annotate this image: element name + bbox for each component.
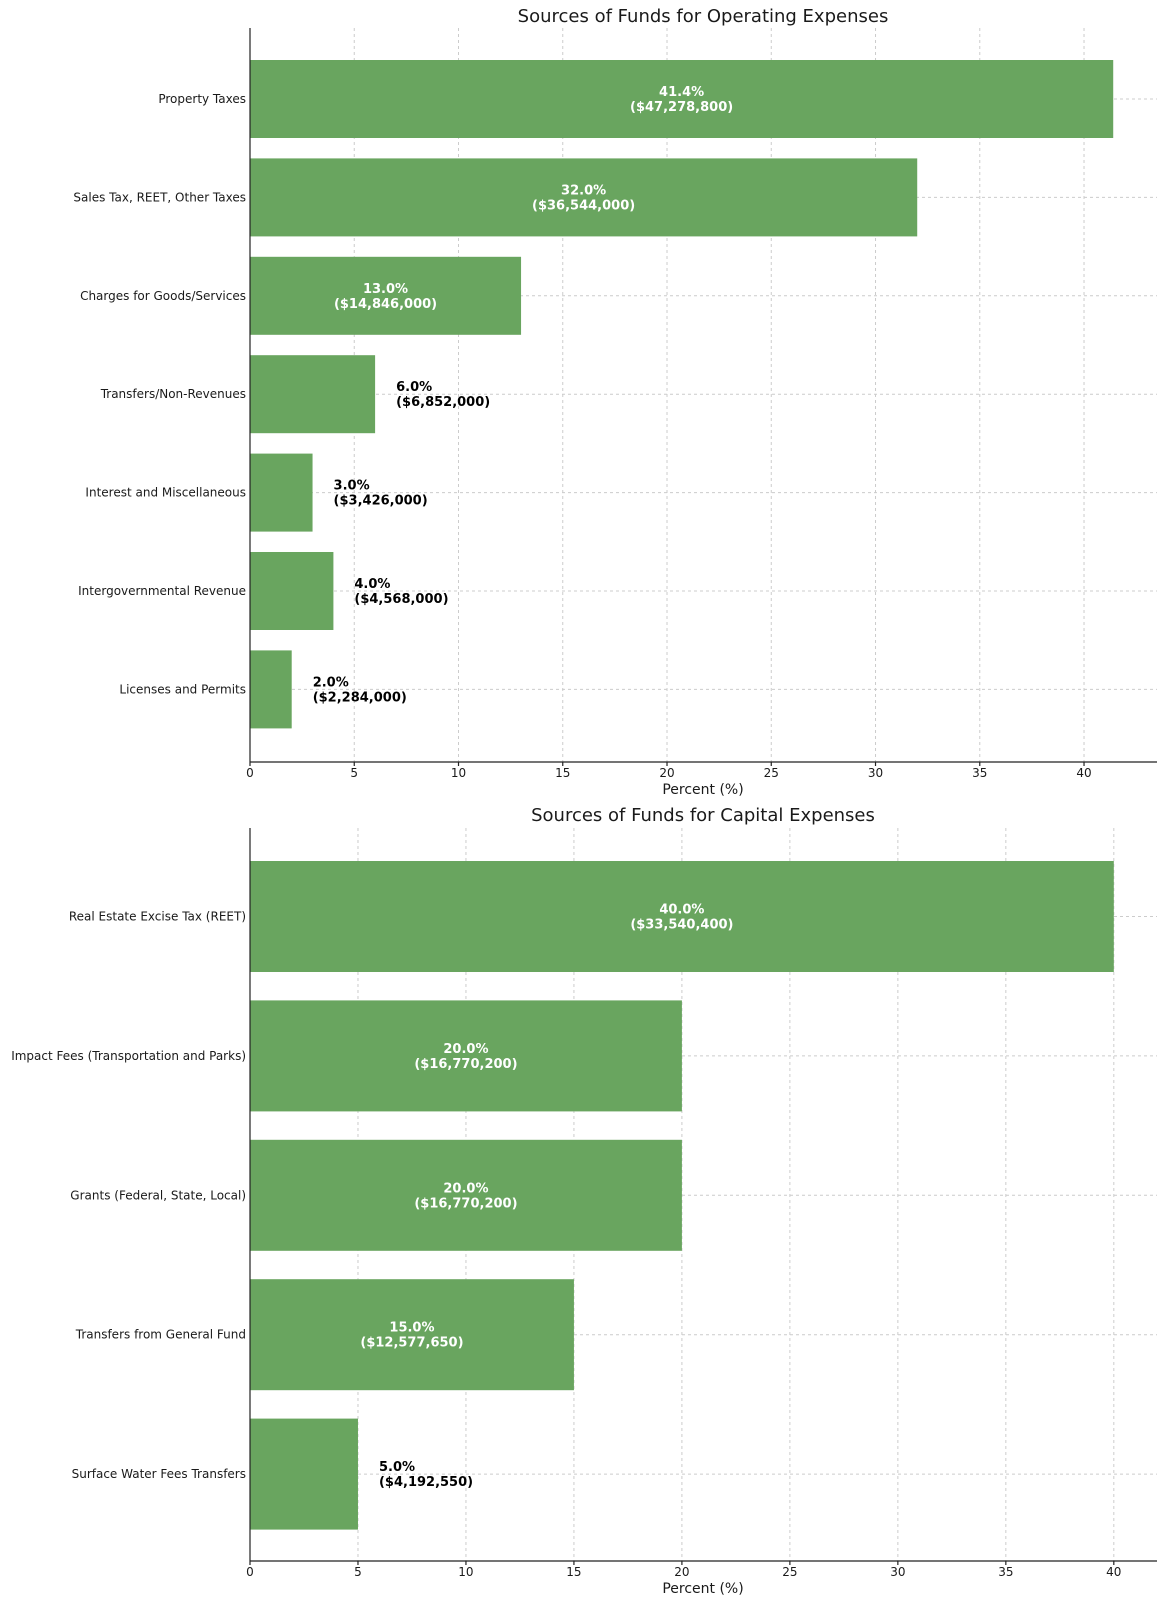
category-label: Surface Water Fees Transfers — [72, 1467, 246, 1481]
data-label-percent: 13.0% — [363, 282, 408, 297]
x-tick-label: 30 — [890, 1565, 905, 1579]
data-label-percent: 20.0% — [443, 1042, 488, 1057]
data-label-amount: ($47,278,800) — [630, 100, 733, 115]
category-label: Impact Fees (Transportation and Parks) — [11, 1049, 246, 1063]
x-axis-label: Percent (%) — [662, 782, 743, 798]
bar — [250, 1279, 574, 1391]
x-tick-label: 25 — [782, 1565, 797, 1579]
data-label-amount: ($2,284,000) — [313, 690, 407, 705]
data-label-percent: 41.4% — [659, 85, 704, 100]
data-label-amount: ($36,544,000) — [532, 198, 635, 213]
category-label: Interest and Miscellaneous — [85, 486, 246, 500]
chart-title: Sources of Funds for Operating Expenses — [518, 6, 889, 27]
capital-expenses-chart: Sources of Funds for Capital Expenses Pe… — [11, 805, 1157, 1597]
bar — [250, 60, 1114, 138]
data-label-percent: 4.0% — [354, 577, 390, 592]
category-label: Transfers from General Fund — [75, 1328, 246, 1342]
data-label-percent: 32.0% — [561, 183, 606, 198]
bar — [250, 256, 522, 335]
category-label: Property Taxes — [158, 92, 246, 106]
bar — [250, 552, 334, 630]
data-label-amount: ($33,540,400) — [630, 918, 733, 933]
x-tick-label: 20 — [659, 766, 674, 780]
data-label-percent: 6.0% — [396, 380, 432, 395]
operating-expenses-chart: Sources of Funds for Operating Expenses … — [73, 6, 1157, 798]
data-label-percent: 2.0% — [313, 675, 349, 690]
data-label-percent: 5.0% — [379, 1460, 415, 1475]
data-label-percent: 20.0% — [443, 1181, 488, 1196]
data-label-amount: ($6,852,000) — [396, 395, 490, 410]
category-label: Real Estate Excise Tax (REET) — [69, 910, 246, 924]
x-tick-label: 5 — [350, 766, 358, 780]
bar — [250, 650, 292, 729]
category-label: Transfers/Non-Revenues — [100, 387, 246, 401]
data-label-amount: ($4,192,550) — [379, 1475, 473, 1490]
bar — [250, 861, 1114, 972]
data-label-amount: ($3,426,000) — [334, 494, 428, 509]
data-label-percent: 40.0% — [659, 903, 704, 918]
bar — [250, 453, 313, 532]
x-tick-label: 10 — [451, 766, 466, 780]
bar — [250, 1418, 358, 1530]
bar — [250, 1139, 682, 1251]
x-tick-label: 15 — [566, 1565, 581, 1579]
x-axis-label: Percent (%) — [662, 1581, 743, 1597]
x-tick-label: 25 — [764, 766, 779, 780]
category-label: Licenses and Permits — [119, 682, 246, 696]
data-label-amount: ($16,770,200) — [414, 1196, 517, 1211]
x-tick-label: 20 — [674, 1565, 689, 1579]
category-label: Sales Tax, REET, Other Taxes — [73, 190, 246, 204]
x-tick-label: 5 — [354, 1565, 362, 1579]
x-tick-label: 35 — [998, 1565, 1013, 1579]
x-tick-label: 10 — [458, 1565, 473, 1579]
data-label-percent: 15.0% — [389, 1321, 434, 1336]
category-label: Charges for Goods/Services — [80, 289, 246, 303]
x-tick-label: 40 — [1106, 1565, 1121, 1579]
data-label-amount: ($4,568,000) — [354, 592, 448, 607]
data-label-amount: ($12,577,650) — [360, 1336, 463, 1351]
bar — [250, 1000, 682, 1112]
bar — [250, 355, 376, 434]
x-tick-label: 0 — [246, 1565, 254, 1579]
x-tick-label: 40 — [1076, 766, 1091, 780]
x-tick-label: 0 — [246, 766, 254, 780]
x-tick-label: 15 — [555, 766, 570, 780]
chart-title: Sources of Funds for Capital Expenses — [531, 805, 875, 826]
category-label: Grants (Federal, State, Local) — [70, 1188, 246, 1202]
x-tick-label: 35 — [972, 766, 987, 780]
data-label-amount: ($16,770,200) — [414, 1057, 517, 1072]
data-label-amount: ($14,846,000) — [334, 297, 437, 312]
x-tick-label: 30 — [868, 766, 883, 780]
data-label-percent: 3.0% — [334, 479, 370, 494]
category-label: Intergovernmental Revenue — [78, 584, 246, 598]
bar — [250, 158, 918, 237]
